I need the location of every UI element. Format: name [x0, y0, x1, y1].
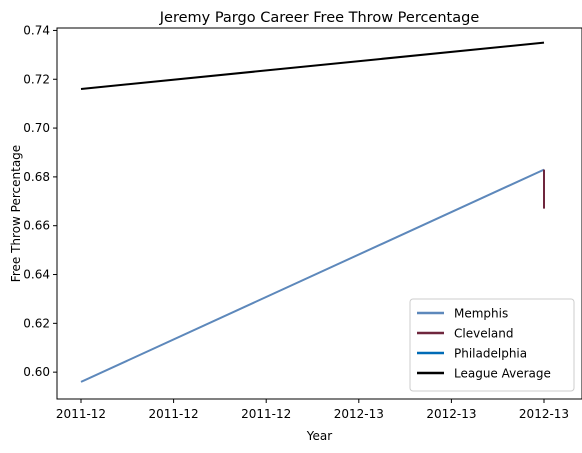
legend-label-philadelphia: Philadelphia [454, 347, 527, 361]
y-tick-label: 0.66 [23, 219, 50, 233]
y-tick-label: 0.60 [23, 365, 50, 379]
y-tick-label: 0.68 [23, 170, 50, 184]
legend-label-league-average: League Average [454, 367, 551, 381]
legend: Memphis Cleveland Philadelphia League Avera… [409, 298, 575, 392]
x-axis-label: Year [306, 429, 332, 443]
y-tick-label: 0.72 [23, 72, 50, 86]
plot-lines [80, 41, 545, 383]
y-axis-label: Free Throw Percentage [9, 145, 23, 282]
legend-box [409, 298, 575, 392]
series-line-league-average [80, 41, 545, 90]
y-axis: 0.60 0.62 0.64 0.66 0.68 0.70 0.72 0.74 [23, 23, 57, 379]
y-tick-label: 0.74 [23, 23, 50, 37]
chart-title: Jeremy Pargo Career Free Throw Percentag… [159, 10, 480, 26]
x-tick-label: 2011-12 [149, 407, 199, 421]
y-tick-label: 0.62 [23, 316, 50, 330]
x-tick-label: 2012-13 [334, 407, 384, 421]
legend-label-cleveland: Cleveland [454, 327, 514, 341]
y-tick-label: 0.64 [23, 268, 50, 282]
y-tick-label: 0.70 [23, 121, 50, 135]
series-line-memphis [80, 168, 545, 383]
x-tick-label: 2012-13 [426, 407, 476, 421]
x-tick-label: 2011-12 [56, 407, 106, 421]
x-tick-label: 2012-13 [519, 407, 569, 421]
plot-frame [56, 27, 582, 400]
x-tick-label: 2011-12 [241, 407, 291, 421]
x-axis: 2011-12 2011-12 2011-12 2012-13 2012-13 2012-… [56, 399, 569, 421]
legend-label-memphis: Memphis [454, 307, 508, 321]
